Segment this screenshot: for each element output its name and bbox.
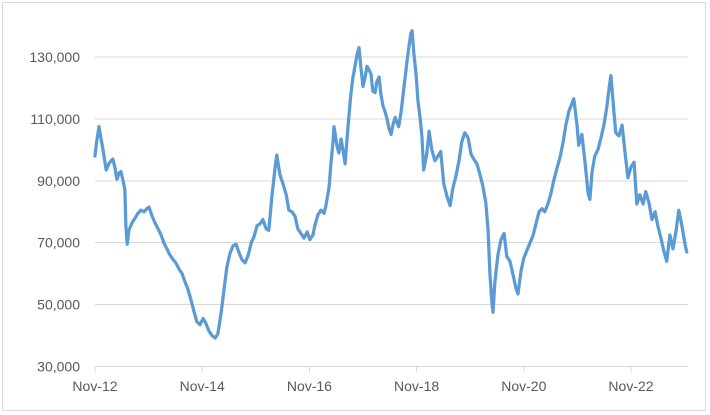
y-axis-label: 90,000 [37, 173, 80, 189]
x-axis-label: Nov-14 [180, 378, 225, 394]
x-axis-label: Nov-20 [501, 378, 546, 394]
chart-frame: 30,000 50,000 70,000 90,000 110,000 130,000 N… [2, 2, 706, 411]
data-series [93, 29, 689, 340]
x-axis-label: Nov-22 [608, 378, 653, 394]
x-axis [94, 366, 688, 373]
x-axis-label: Nov-12 [72, 378, 117, 394]
y-axis-label: 50,000 [37, 297, 80, 313]
x-axis-label: Nov-16 [287, 378, 332, 394]
y-axis-label: 130,000 [29, 49, 80, 65]
x-axis-labels: Nov-12 Nov-14 Nov-16 Nov-18 Nov-20 Nov-22 [72, 378, 653, 394]
x-axis-label: Nov-18 [394, 378, 439, 394]
y-axis-labels: 30,000 50,000 70,000 90,000 110,000 130,000 [29, 49, 80, 375]
y-axis-label: 30,000 [37, 359, 80, 375]
y-axis-label: 70,000 [37, 235, 80, 251]
y-axis-label: 110,000 [30, 111, 80, 127]
series-line [93, 29, 689, 340]
gridlines [95, 56, 688, 306]
line-chart: 30,000 50,000 70,000 90,000 110,000 130,000 N… [29, 29, 689, 394]
